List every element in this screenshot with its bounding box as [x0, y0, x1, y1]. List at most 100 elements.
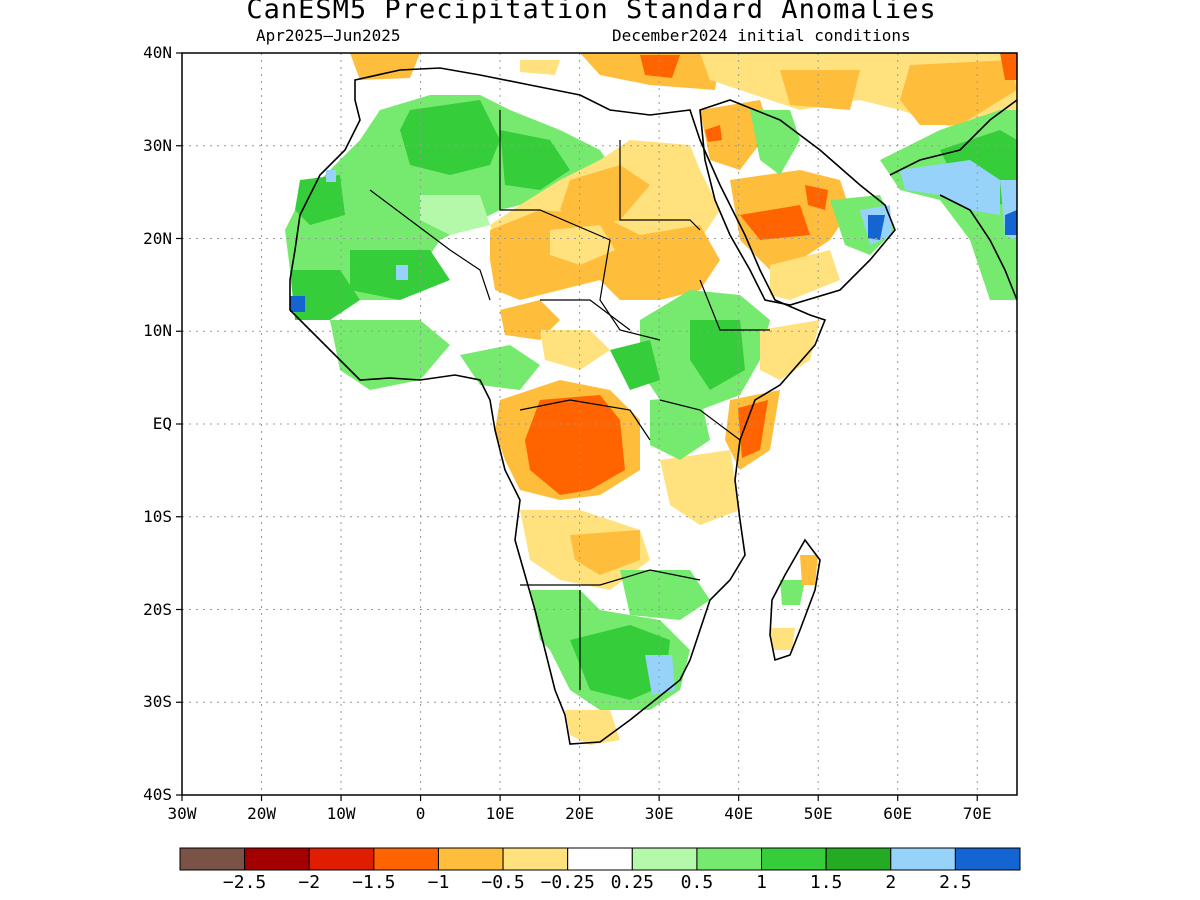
anomaly-region-madagascar-dry2 — [770, 628, 795, 650]
madagascar-coastline — [769, 538, 821, 662]
anomaly-region-oman-darkblue — [868, 215, 885, 240]
anomaly-region-pakistan-dry — [1000, 53, 1017, 80]
anomaly-region-algeria-wet3 — [500, 130, 570, 190]
y-tick-label: 40N — [143, 43, 172, 62]
colorbar-label: 2.5 — [939, 872, 972, 893]
map-title: CanESM5 Precipitation Standard Anomalies — [246, 0, 937, 25]
x-tick-label: 20E — [565, 804, 595, 823]
colorbar-swatch — [890, 847, 956, 871]
anomaly-region-senegal-blue — [290, 296, 305, 312]
anomaly-region-maghreb-wet2 — [400, 100, 500, 175]
anomaly-region-saudi-red2 — [805, 185, 828, 210]
colorbar-label: −1.5 — [352, 872, 396, 893]
colorbar — [179, 847, 1021, 871]
colorbar-label: 2 — [885, 872, 897, 893]
anomaly-region-congo-red — [525, 395, 625, 495]
anomaly-region-madagascar-dry — [800, 555, 818, 585]
colorbar-label: 0.25 — [610, 872, 654, 893]
africa-coastline — [289, 67, 827, 745]
axis-ticks — [176, 52, 978, 801]
anomaly-region-turkey-dry2 — [640, 55, 680, 78]
colorbar-swatch — [567, 847, 633, 871]
anomaly-region-westafrica-wet — [290, 270, 360, 320]
subtitle-initial-conditions: December2024 initial conditions — [612, 26, 911, 45]
colorbar-swatch — [244, 847, 310, 871]
anomaly-region-southafrica-wet2 — [570, 625, 670, 700]
x-tick-label: 50E — [803, 804, 833, 823]
anomaly-region-algeria-pale — [420, 195, 490, 235]
x-tick-label: 40E — [724, 804, 754, 823]
colorbar-label: −2 — [298, 872, 321, 893]
anomaly-region-india-darkblue — [1005, 210, 1017, 235]
x-tick-label: 60E — [883, 804, 913, 823]
country-borders — [369, 110, 770, 690]
anomaly-region-mali-blue — [396, 265, 408, 280]
x-tick-label: 30W — [167, 804, 197, 823]
anomaly-region-levant-wet — [750, 110, 800, 175]
colorbar-swatch — [437, 847, 504, 871]
colorbar-swatch — [502, 847, 569, 871]
anomaly-region-sahara-blue — [326, 170, 336, 182]
anomaly-region-europe-dry2 — [520, 60, 560, 75]
grid-lines — [182, 53, 1017, 795]
anomaly-region-westafrica-coast-wet — [330, 320, 450, 390]
anomaly-region-madagascar-wet — [780, 580, 805, 605]
y-tick-label: 30N — [143, 135, 172, 155]
anomaly-region-india-blue — [900, 160, 1000, 215]
colorbar-swatch — [308, 847, 375, 871]
colorbar-label: −0.25 — [540, 872, 595, 893]
anomaly-region-iran-dry2 — [780, 70, 860, 110]
x-tick-label: 20W — [247, 804, 276, 823]
y-tick-label: 10N — [143, 321, 172, 341]
x-tick-label: 10W — [326, 804, 356, 823]
colorbar-swatch — [696, 847, 763, 871]
colorbar-swatch — [631, 847, 698, 871]
arabia-coastline — [699, 99, 896, 306]
colorbar-label: −0.5 — [481, 872, 525, 893]
anomaly-region-nigeria-wet — [460, 345, 540, 390]
anomaly-region-afghan-dry — [900, 60, 1017, 125]
colorbar-label: 0.5 — [680, 872, 714, 893]
india-coastline — [889, 99, 1017, 301]
colorbar-swatch — [825, 847, 892, 871]
colorbar-swatch — [954, 847, 1021, 871]
y-tick-label: 20N — [143, 228, 172, 248]
anomaly-fills — [285, 53, 1017, 745]
anomaly-region-angola-dry2 — [570, 530, 640, 575]
x-tick-label: 0 — [415, 804, 426, 823]
map-plot-area — [182, 53, 1017, 795]
y-tick-label: 20S — [143, 599, 172, 619]
colorbar-label: 1 — [756, 872, 767, 893]
anomaly-region-mauritania-wet — [295, 175, 345, 225]
subtitle-period: Apr2025–Jun2025 — [256, 26, 401, 45]
anomaly-region-cameroon-dry — [540, 330, 610, 370]
anomaly-region-zambia-wet — [620, 570, 710, 620]
x-tick-label: 10E — [485, 804, 515, 823]
anomaly-region-tanzania-dry — [660, 450, 740, 525]
colorbar-swatch — [179, 847, 246, 871]
y-tick-label: 30S — [143, 692, 172, 712]
y-tick-label: 40S — [143, 785, 172, 804]
anomaly-region-yemen-dry — [770, 250, 840, 300]
anomaly-region-kenya-red — [738, 400, 768, 458]
anomaly-region-mozambique-blue — [645, 655, 675, 695]
colorbar-label: −1 — [427, 872, 450, 893]
anomaly-region-egypt-red — [705, 125, 722, 142]
anomaly-region-chad-dry — [490, 210, 720, 300]
colorbar-swatch — [761, 847, 827, 871]
anomaly-region-greatlakes-wet — [650, 395, 710, 460]
anomaly-region-somalia-dry — [760, 320, 820, 380]
anomaly-region-sudan-wet — [610, 340, 660, 390]
colorbar-swatch — [373, 847, 439, 871]
anomaly-region-europe-dry — [350, 53, 420, 80]
x-tick-label: 30E — [644, 804, 674, 823]
anomaly-region-southafrica-dry — [565, 710, 620, 745]
x-tick-label: 70E — [962, 804, 992, 823]
anomaly-region-saudi-red — [740, 205, 810, 240]
colorbar-label: −2.5 — [222, 872, 267, 893]
y-tick-label: 10S — [143, 506, 172, 526]
anomaly-region-ethiopia-wet2 — [690, 320, 745, 390]
y-tick-label: EQ — [152, 414, 172, 433]
colorbar-label: 1.5 — [809, 872, 843, 893]
